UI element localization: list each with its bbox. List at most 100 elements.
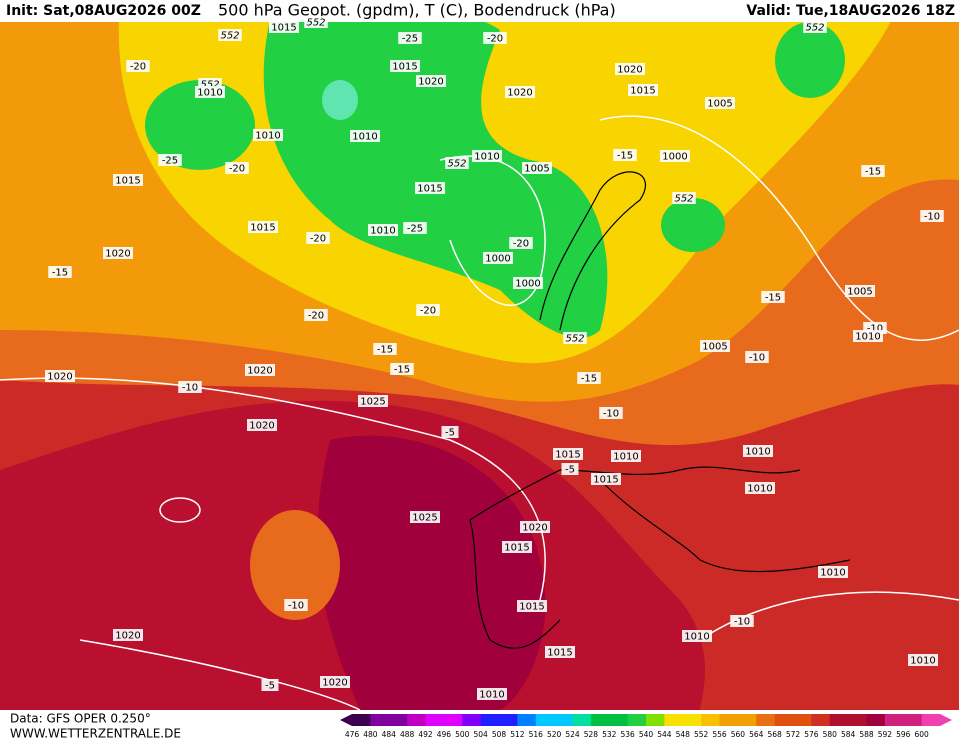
legend-swatch xyxy=(443,714,463,726)
label-box xyxy=(441,426,459,438)
legend-label: 576 xyxy=(804,730,819,739)
coastline xyxy=(539,171,647,331)
map-label: 1010 xyxy=(352,132,377,143)
map-label: -20 xyxy=(513,239,529,250)
site: WWW.WETTERZENTRALE.DE xyxy=(10,727,181,741)
legend-swatch xyxy=(352,714,371,726)
legend-swatch xyxy=(627,714,647,726)
label-box xyxy=(245,364,275,376)
legend-swatch xyxy=(425,714,445,726)
map-label: -25 xyxy=(402,34,418,45)
legend-swatch xyxy=(370,714,390,726)
map-label: 1010 xyxy=(855,332,880,343)
label-box xyxy=(158,154,182,166)
label-box xyxy=(416,75,446,87)
label-box xyxy=(398,32,422,44)
map-label: 1020 xyxy=(47,372,72,383)
legend-label: 564 xyxy=(749,730,764,739)
map-label: 1020 xyxy=(418,77,443,88)
map-label: -5 xyxy=(265,681,275,692)
legend-swatch xyxy=(793,714,812,726)
legend-swatch xyxy=(682,714,702,726)
map-label: -15 xyxy=(865,167,881,178)
map-field xyxy=(0,0,959,710)
legend-label: 532 xyxy=(602,730,617,739)
legend-label: 492 xyxy=(418,730,433,739)
map-label: -15 xyxy=(617,151,633,162)
label-box xyxy=(195,86,225,98)
legend-label: 572 xyxy=(786,730,801,739)
map-label: -20 xyxy=(420,306,436,317)
label-box xyxy=(853,330,883,342)
label-box xyxy=(502,541,532,553)
legend-swatch xyxy=(774,714,794,726)
legend-arrow-high xyxy=(940,714,952,726)
map-label: -10 xyxy=(734,617,750,628)
map-label: 1015 xyxy=(504,543,529,554)
legend-label: 524 xyxy=(565,730,580,739)
label-box xyxy=(845,285,875,297)
label-box xyxy=(861,165,885,177)
legend-label: 560 xyxy=(731,730,746,739)
label-box xyxy=(553,448,583,460)
label-box xyxy=(483,32,507,44)
legend-label: 580 xyxy=(823,730,838,739)
map-label: 1010 xyxy=(684,632,709,643)
map-label: 1025 xyxy=(412,513,437,524)
legend-label: 584 xyxy=(841,730,856,739)
map-label: -25 xyxy=(162,156,178,167)
label-box xyxy=(269,21,299,33)
map-label: 1020 xyxy=(249,421,274,432)
map-label: 1005 xyxy=(707,99,732,110)
label-box xyxy=(509,237,533,249)
label-box xyxy=(48,266,72,278)
map-label: -20 xyxy=(487,34,503,45)
map-label: 1025 xyxy=(360,397,385,408)
map-label: 1010 xyxy=(370,226,395,237)
legend-label: 508 xyxy=(492,730,507,739)
map-label: 1015 xyxy=(271,23,296,34)
label-box xyxy=(445,157,469,169)
map-label: -25 xyxy=(407,224,423,235)
label-box xyxy=(248,221,278,233)
map-label: -10 xyxy=(288,601,304,612)
legend-swatch xyxy=(848,714,867,726)
legend-label: 540 xyxy=(639,730,654,739)
legend-swatch xyxy=(462,714,482,726)
map-label: 1005 xyxy=(524,164,549,175)
label-box xyxy=(218,29,242,41)
legend-arrow-low xyxy=(340,714,352,726)
isobar xyxy=(159,497,201,523)
legend-swatch xyxy=(609,714,629,726)
map-label: 1000 xyxy=(485,254,510,265)
legend-swatch xyxy=(499,714,518,726)
map-label: -15 xyxy=(52,268,68,279)
legend-swatch xyxy=(480,714,500,726)
label-box xyxy=(113,174,143,186)
label-box xyxy=(743,445,773,457)
label-box xyxy=(730,615,754,627)
label-box xyxy=(761,291,785,303)
legend-swatch xyxy=(664,714,684,726)
map-label: 1010 xyxy=(255,131,280,142)
label-box xyxy=(613,149,637,161)
map-label: -10 xyxy=(603,409,619,420)
label-box xyxy=(803,21,827,33)
legend-swatch xyxy=(811,714,831,726)
map-label: -20 xyxy=(310,234,326,245)
legend-swatch xyxy=(535,714,555,726)
map-label: 1015 xyxy=(250,223,275,234)
legend-label: 520 xyxy=(547,730,562,739)
legend-label: 512 xyxy=(510,730,525,739)
map-label: 552 xyxy=(447,159,466,170)
label-box xyxy=(517,600,547,612)
label-box xyxy=(672,192,696,204)
legend-label: 552 xyxy=(694,730,709,739)
legend-swatch xyxy=(590,714,610,726)
legend-label: 500 xyxy=(455,730,470,739)
isobar xyxy=(79,639,361,711)
map-label: -20 xyxy=(229,164,245,175)
label-box xyxy=(505,86,535,98)
